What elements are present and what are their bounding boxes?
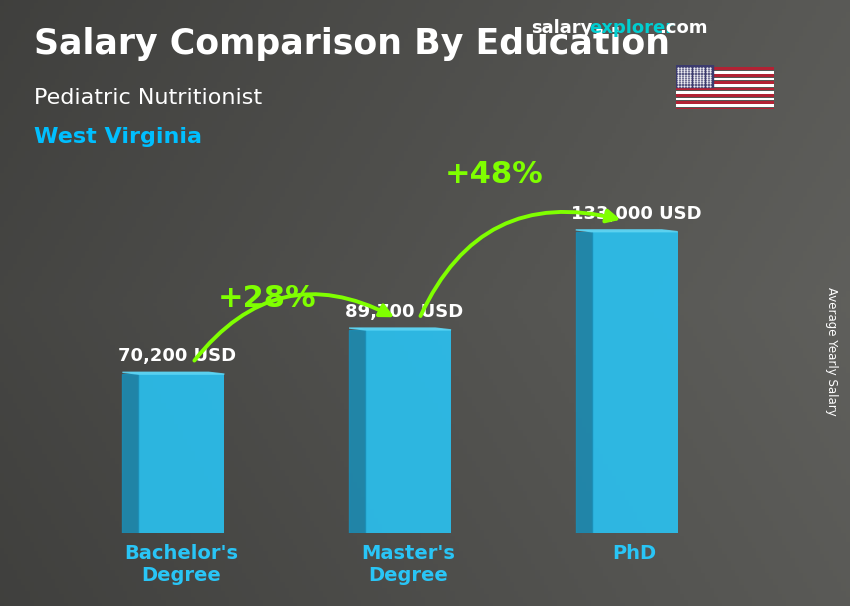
Text: 89,700 USD: 89,700 USD (344, 303, 462, 321)
Text: 133,000 USD: 133,000 USD (571, 205, 702, 222)
Text: Average Yearly Salary: Average Yearly Salary (824, 287, 838, 416)
Polygon shape (122, 374, 139, 533)
Text: salary: salary (531, 19, 592, 38)
Bar (676, 108, 774, 110)
Bar (139, 374, 224, 533)
Bar (676, 84, 774, 87)
Polygon shape (349, 330, 365, 533)
Polygon shape (575, 231, 592, 533)
Text: +48%: +48% (445, 160, 543, 189)
Polygon shape (122, 372, 224, 374)
Bar (676, 95, 774, 97)
Polygon shape (575, 230, 677, 231)
Bar (676, 88, 774, 90)
Bar (365, 330, 451, 533)
Bar (676, 91, 774, 94)
Bar (676, 65, 713, 87)
Text: 70,200 USD: 70,200 USD (118, 347, 236, 365)
Bar (676, 98, 774, 101)
Bar (676, 67, 774, 70)
Bar (592, 231, 677, 533)
Text: Salary Comparison By Education: Salary Comparison By Education (34, 27, 670, 61)
Bar (676, 104, 774, 107)
Bar (676, 101, 774, 104)
Text: explorer: explorer (589, 19, 674, 38)
Text: West Virginia: West Virginia (34, 127, 202, 147)
Text: .com: .com (659, 19, 707, 38)
Bar (676, 78, 774, 80)
Bar (676, 74, 774, 77)
Text: +28%: +28% (218, 284, 317, 313)
Bar (676, 71, 774, 73)
Polygon shape (349, 328, 451, 330)
Text: Pediatric Nutritionist: Pediatric Nutritionist (34, 88, 262, 108)
Bar (676, 81, 774, 84)
